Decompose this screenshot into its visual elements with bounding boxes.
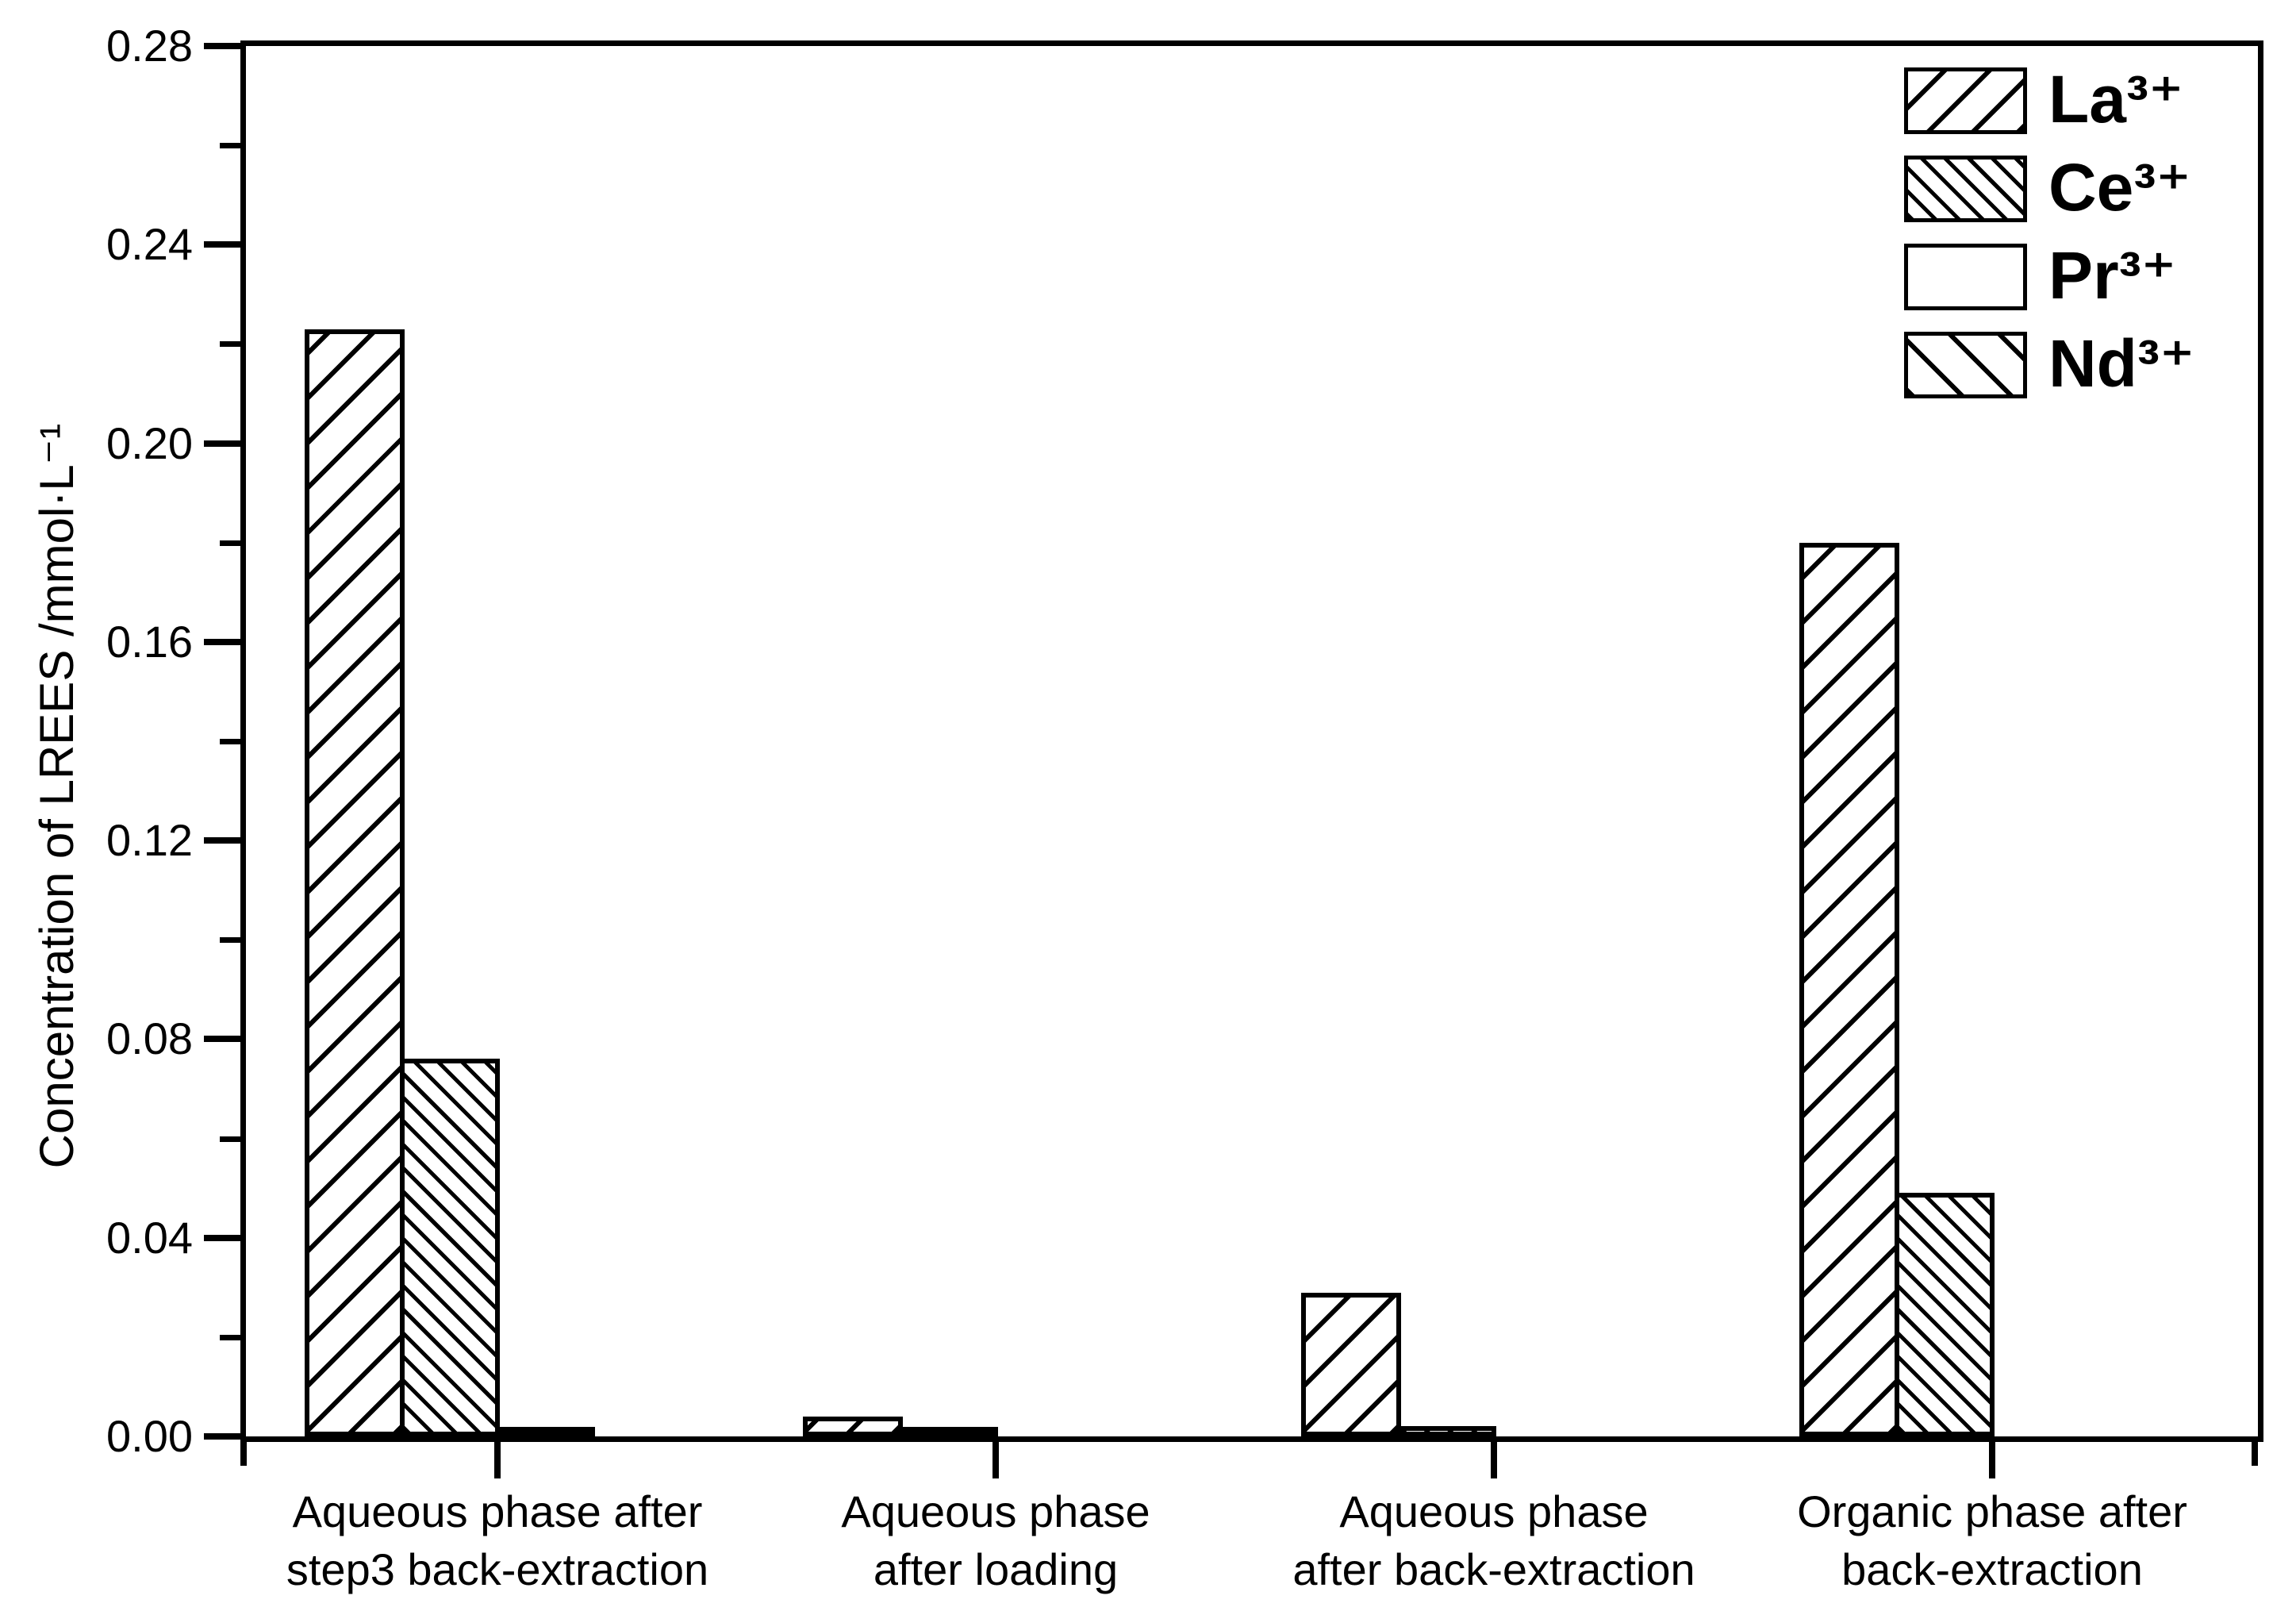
legend-swatch-ce [1904,156,2027,222]
x-axis-category-label: Aqueous phase after back-extraction [1208,1482,1780,1598]
x-axis-category-label-line: after loading [873,1544,1119,1594]
x-axis-category-label-line: Aqueous phase after [292,1486,703,1536]
axis-corner-stub [2252,1442,2258,1466]
x-axis-tick [993,1442,999,1478]
y-axis-major-tick [204,837,240,844]
x-axis-category-label-line: Aqueous phase [1339,1486,1649,1536]
y-axis-major-tick [204,1234,240,1241]
legend-swatch-nd [1904,332,2027,398]
y-axis-minor-tick [220,1136,240,1142]
x-axis-category-label-line: Organic phase after [1797,1486,2187,1536]
x-axis-category-label-line: after back-extraction [1292,1544,1695,1594]
bar-ce-cat2 [898,1427,998,1436]
y-axis-minor-tick [220,143,240,149]
bar-pr-cat1 [495,1427,595,1436]
y-axis-major-tick [204,241,240,248]
legend-swatch-la [1904,67,2027,134]
y-axis-major-tick [204,638,240,645]
legend-swatch-pr [1904,244,2027,310]
legend-label-pr: Pr³⁺ [2048,238,2177,313]
legend-label-la: La³⁺ [2048,62,2184,136]
y-axis-major-tick [204,440,240,447]
y-axis-minor-tick [220,739,240,744]
x-axis-category-label-line: step3 back-extraction [286,1544,709,1594]
bar-la-cat1 [305,329,405,1436]
y-axis-tick-label: 0.00 [106,1411,193,1461]
legend-label-nd: Nd³⁺ [2048,326,2195,401]
y-axis-tick-label: 0.24 [106,219,193,270]
x-axis-tick [1491,1442,1497,1478]
y-axis-major-tick [204,1433,240,1440]
x-axis-category-label: Aqueous phase after step3 back-extraction [212,1482,783,1598]
bar-la-cat4 [1799,543,1899,1436]
legend-label-ce: Ce³⁺ [2048,150,2191,225]
y-axis-minor-tick [220,937,240,944]
bar-ce-cat4 [1895,1193,1995,1436]
bar-ce-cat3 [1396,1426,1496,1436]
x-axis-category-label: Organic phase after back-extraction [1707,1482,2278,1598]
x-axis-category-label: Aqueous phase after loading [710,1482,1281,1598]
y-axis-minor-tick [220,540,240,546]
y-axis-tick-label: 0.12 [106,815,193,866]
bar-la-cat3 [1301,1293,1401,1436]
y-axis-tick-label: 0.08 [106,1013,193,1064]
x-axis-category-label-line: Aqueous phase [841,1486,1150,1536]
y-axis-tick-label: 0.20 [106,417,193,468]
y-axis-tick-label: 0.04 [106,1212,193,1263]
y-axis-minor-tick [220,1334,240,1340]
y-axis-major-tick [204,43,240,49]
bar-ce-cat1 [400,1059,500,1436]
y-axis-tick-label: 0.28 [106,21,193,71]
y-axis-minor-tick [220,341,240,348]
x-axis-tick [1989,1442,1995,1478]
y-axis-tick-label: 0.16 [106,616,193,667]
axis-corner-stub [240,1442,247,1466]
y-axis-major-tick [204,1036,240,1043]
x-axis-category-label-line: back-extraction [1841,1544,2143,1594]
bar-la-cat2 [803,1417,903,1436]
x-axis-tick [494,1442,501,1478]
